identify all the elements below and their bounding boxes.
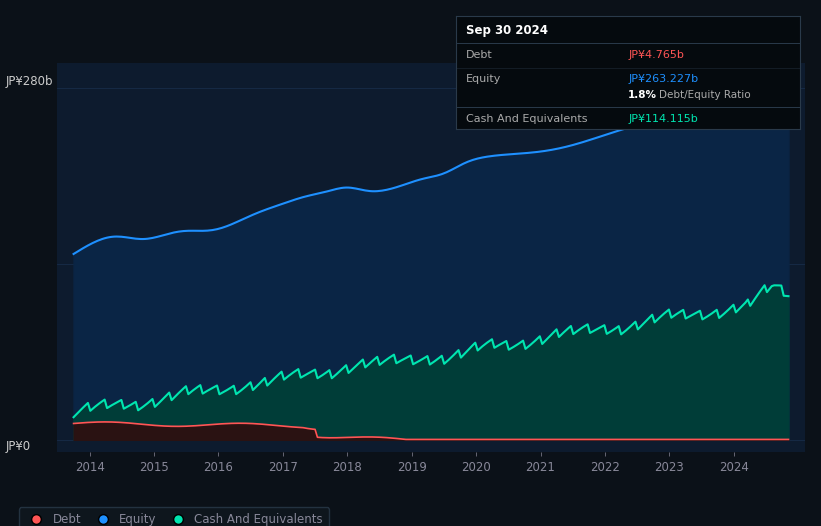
Text: Debt/Equity Ratio: Debt/Equity Ratio: [659, 90, 750, 100]
Legend: Debt, Equity, Cash And Equivalents: Debt, Equity, Cash And Equivalents: [19, 507, 329, 526]
Text: JP¥4.765b: JP¥4.765b: [628, 50, 684, 60]
Text: JP¥263.227b: JP¥263.227b: [628, 74, 698, 84]
Text: Cash And Equivalents: Cash And Equivalents: [466, 114, 588, 124]
Text: Debt: Debt: [466, 50, 493, 60]
Text: 1.8%: 1.8%: [628, 90, 657, 100]
Text: JP¥114.115b: JP¥114.115b: [628, 114, 698, 124]
Text: JP¥0: JP¥0: [5, 440, 30, 453]
Text: Sep 30 2024: Sep 30 2024: [466, 24, 548, 37]
Text: JP¥280b: JP¥280b: [5, 75, 53, 88]
Text: Equity: Equity: [466, 74, 502, 84]
